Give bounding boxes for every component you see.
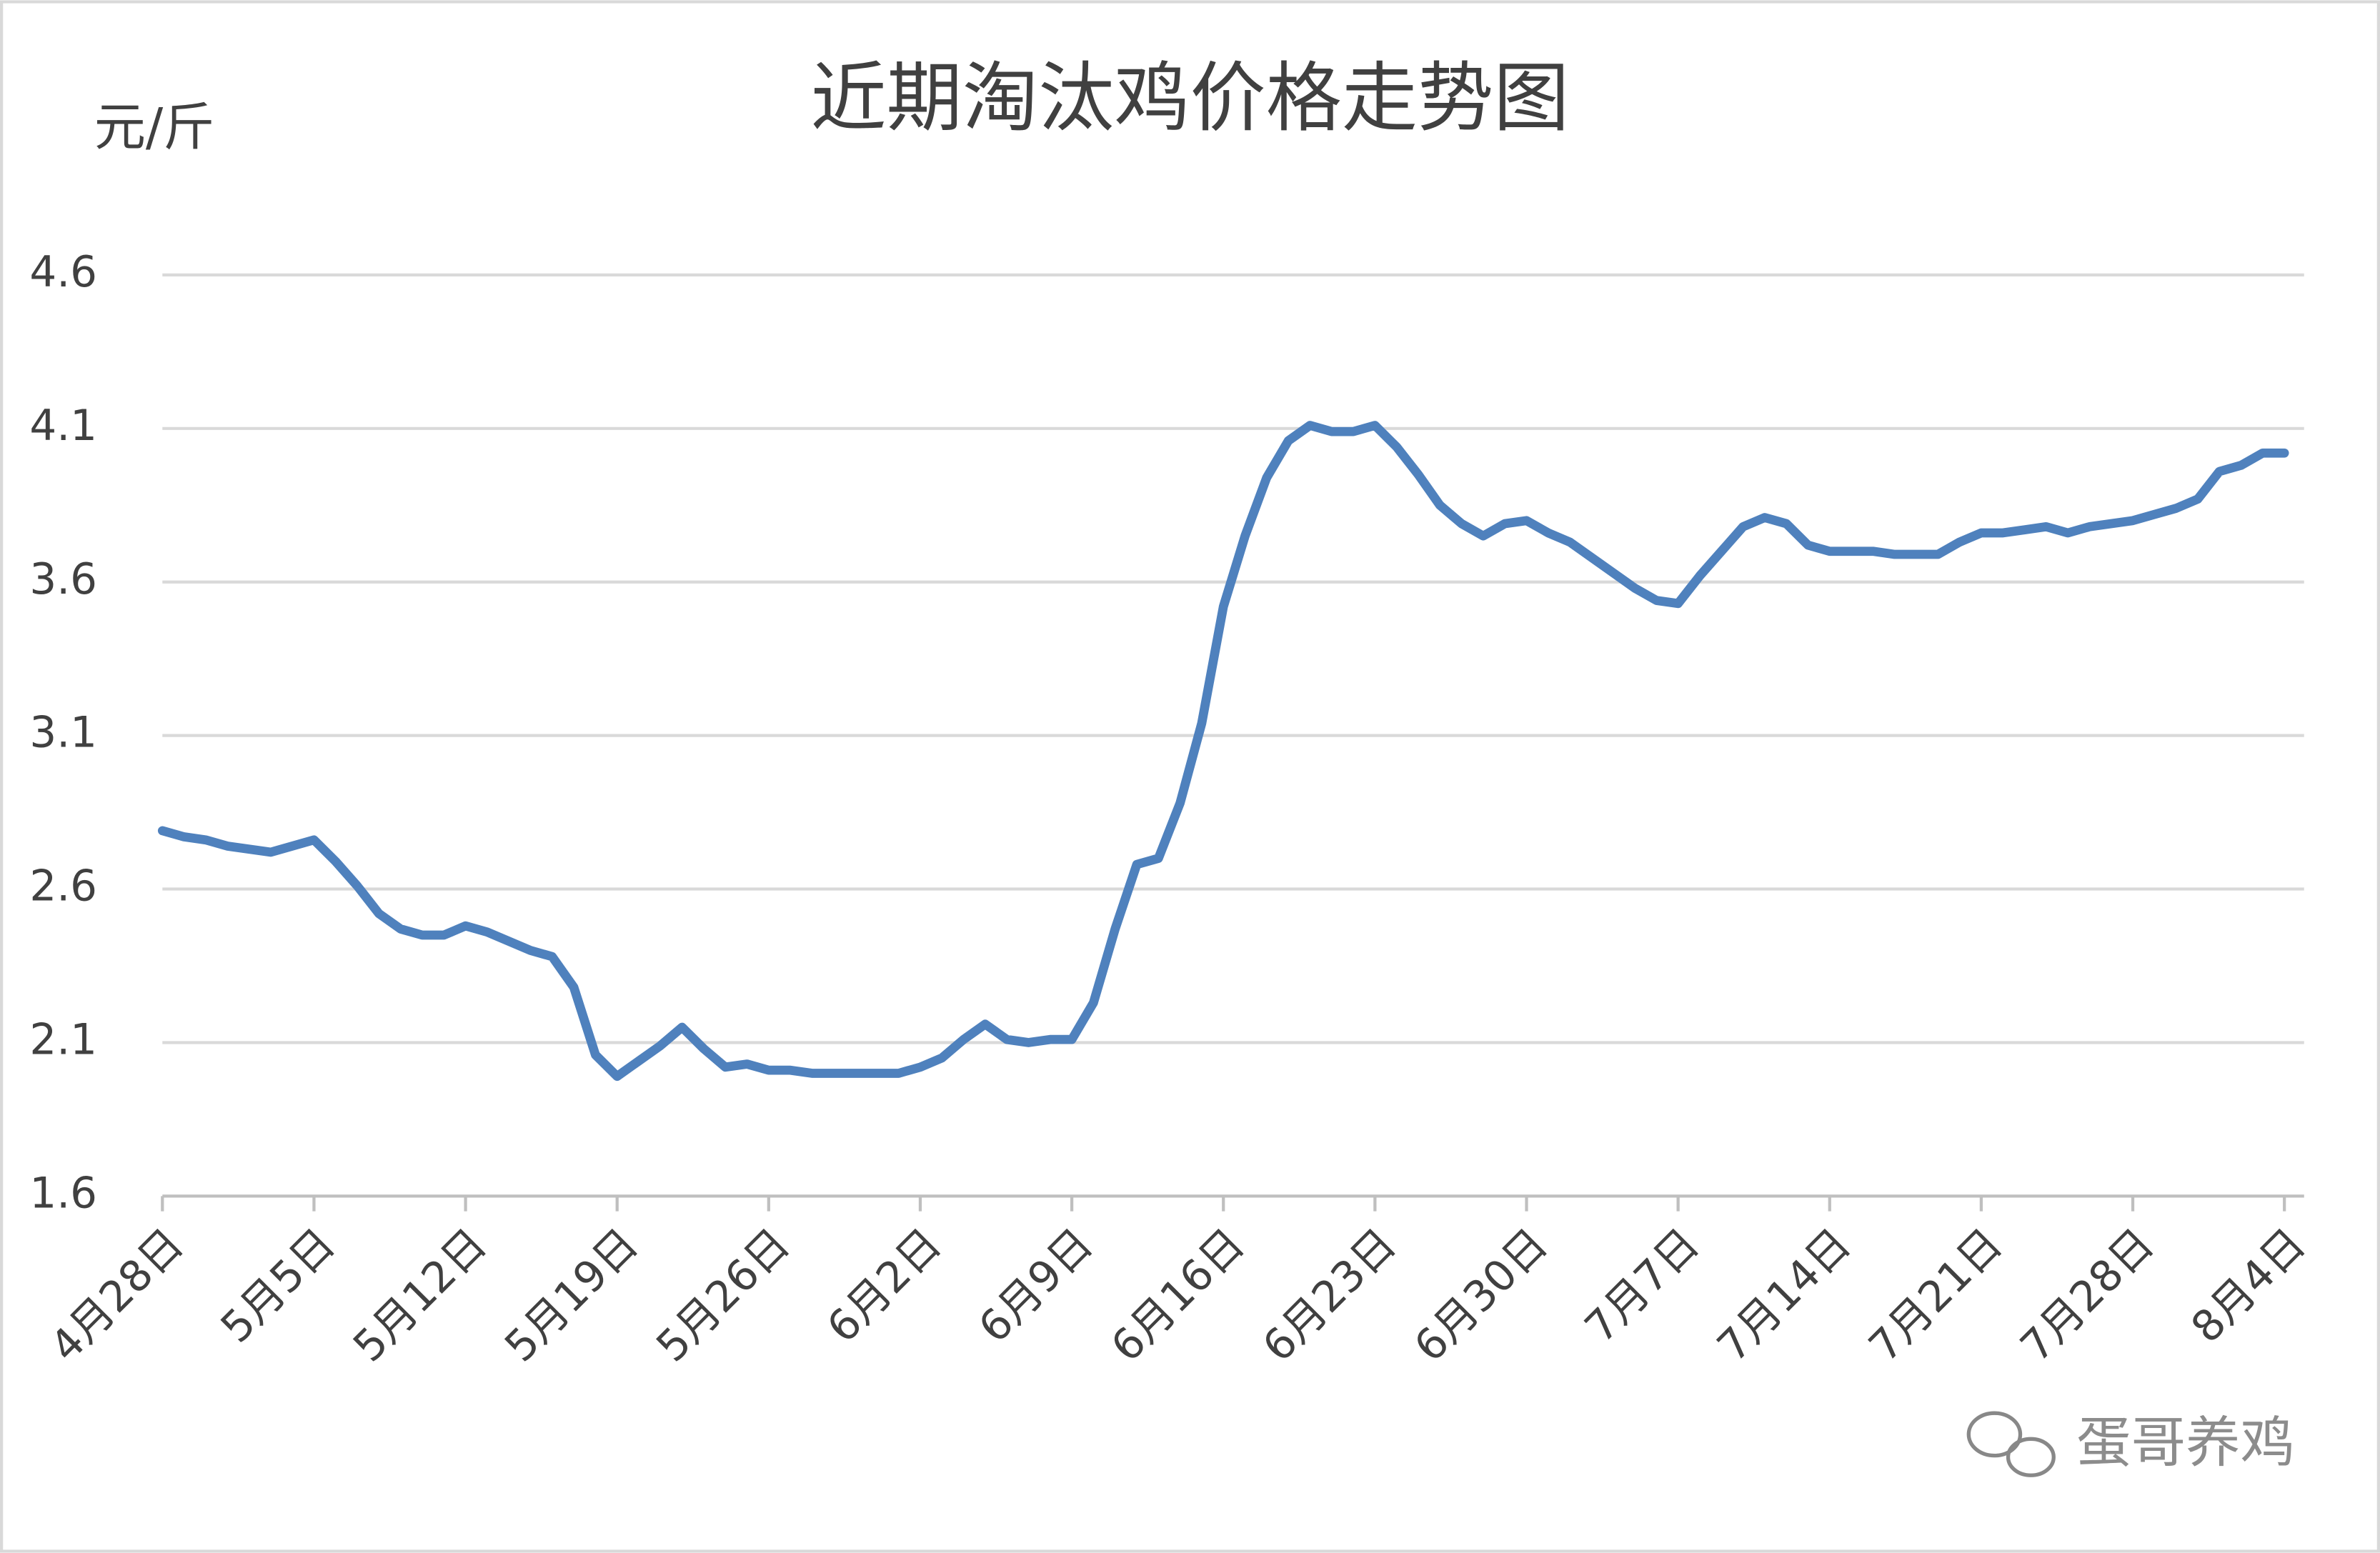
chart-title: 近期淘汰鸡价格走势图 bbox=[810, 54, 1569, 143]
y-tick-label: 2.1 bbox=[29, 1016, 97, 1065]
y-axis-unit: 元/斤 bbox=[94, 98, 215, 158]
y-tick-label: 4.1 bbox=[29, 401, 97, 451]
y-tick-label: 3.1 bbox=[29, 709, 97, 758]
y-tick-label: 4.6 bbox=[29, 248, 97, 297]
watermark-icon bbox=[1966, 1411, 2056, 1477]
y-tick-label: 2.6 bbox=[29, 862, 97, 912]
watermark: 蛋哥养鸡 bbox=[2076, 1412, 2295, 1475]
price-line bbox=[157, 421, 2289, 1082]
y-tick-label: 3.6 bbox=[29, 555, 97, 604]
y-tick-label: 1.6 bbox=[29, 1169, 97, 1218]
